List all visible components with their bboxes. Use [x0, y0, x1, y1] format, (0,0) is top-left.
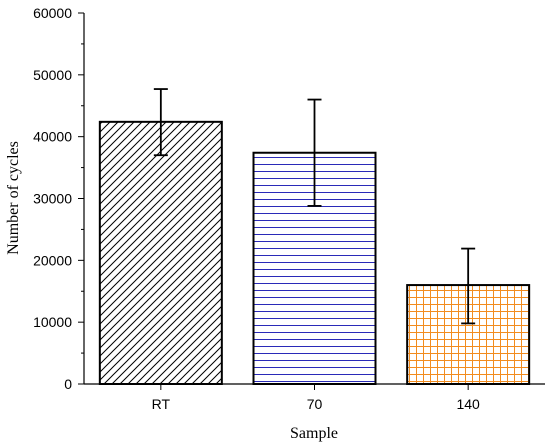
x-tick-label: 140 — [456, 396, 480, 412]
y-tick-label: 20000 — [33, 252, 72, 268]
x-tick-label: 70 — [307, 396, 323, 412]
y-tick-label: 40000 — [33, 129, 72, 145]
y-tick-label: 0 — [64, 376, 72, 392]
y-tick-label: 30000 — [33, 191, 72, 207]
bar-rt — [98, 120, 223, 386]
y-tick-label: 60000 — [33, 5, 72, 21]
x-tick-label: RT — [152, 396, 171, 412]
y-tick-label: 50000 — [33, 67, 72, 83]
y-tick-label: 10000 — [33, 314, 72, 330]
bars — [98, 88, 531, 386]
x-axis-title: Sample — [290, 425, 338, 442]
y-axis-ticks: 0 10000 20000 30000 40000 50000 60000 — [33, 5, 84, 392]
y-axis-title: Number of cycles — [5, 141, 22, 255]
x-axis-ticks: RT 70 140 — [152, 384, 480, 412]
